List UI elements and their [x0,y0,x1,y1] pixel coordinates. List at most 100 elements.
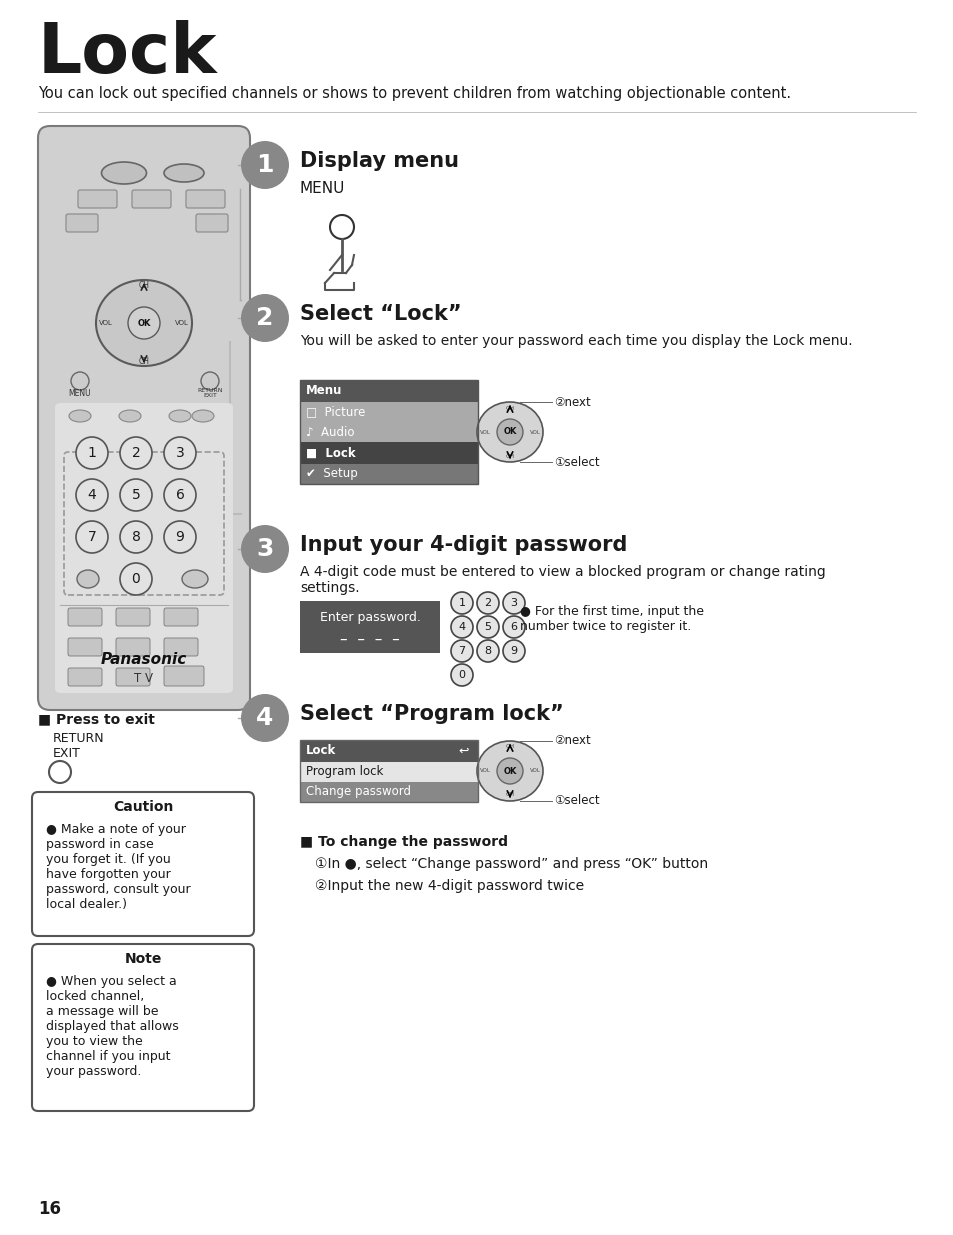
Text: Select “Lock”: Select “Lock” [299,304,461,324]
Text: 5: 5 [132,488,140,501]
Circle shape [120,563,152,595]
Text: ①In ●, select “Change password” and press “OK” button: ①In ●, select “Change password” and pres… [314,857,707,871]
Text: OK: OK [503,427,517,436]
Ellipse shape [476,403,542,462]
Circle shape [128,308,160,338]
Text: Lock: Lock [38,20,217,86]
Text: Lock: Lock [306,745,335,757]
Text: 7: 7 [88,530,96,543]
Circle shape [164,479,195,511]
Text: 4: 4 [256,706,274,730]
Ellipse shape [119,410,141,422]
Circle shape [451,640,473,662]
Text: 6: 6 [175,488,184,501]
Text: ● For the first time, input the
number twice to register it.: ● For the first time, input the number t… [519,605,703,634]
Circle shape [120,437,152,469]
Circle shape [241,294,289,342]
Ellipse shape [182,571,208,588]
Text: Display menu: Display menu [299,151,458,170]
Circle shape [476,640,498,662]
FancyBboxPatch shape [186,190,225,207]
Circle shape [120,521,152,553]
FancyBboxPatch shape [116,638,150,656]
Circle shape [476,592,498,614]
Text: CH: CH [505,453,514,458]
Text: Panasonic: Panasonic [101,652,187,667]
Text: ■ To change the password: ■ To change the password [299,835,507,848]
Text: 5: 5 [484,622,491,632]
Circle shape [502,616,524,638]
Circle shape [241,525,289,573]
FancyBboxPatch shape [164,638,198,656]
Text: Enter password.: Enter password. [319,610,420,624]
Text: You will be asked to enter your password each time you display the Lock menu.: You will be asked to enter your password… [299,333,852,348]
FancyBboxPatch shape [299,442,477,464]
Text: 0: 0 [458,671,465,680]
FancyBboxPatch shape [55,403,233,693]
FancyBboxPatch shape [38,126,250,710]
FancyBboxPatch shape [68,608,102,626]
FancyBboxPatch shape [132,190,171,207]
Ellipse shape [476,741,542,802]
Text: 16: 16 [38,1200,61,1218]
Circle shape [502,640,524,662]
Text: 4: 4 [88,488,96,501]
FancyBboxPatch shape [299,464,477,484]
Circle shape [330,215,354,240]
Text: 3: 3 [510,598,517,608]
FancyBboxPatch shape [164,666,204,685]
Text: 1: 1 [88,446,96,459]
Text: VOL: VOL [99,320,112,326]
Circle shape [451,664,473,685]
Text: CH: CH [138,357,150,366]
Circle shape [241,141,289,189]
Circle shape [76,437,108,469]
FancyBboxPatch shape [66,214,98,232]
Circle shape [502,592,524,614]
FancyBboxPatch shape [78,190,117,207]
Text: ■ Press to exit: ■ Press to exit [38,713,154,726]
Text: 9: 9 [510,646,517,656]
Text: Input your 4-digit password: Input your 4-digit password [299,535,627,555]
Text: CH: CH [505,745,514,750]
FancyBboxPatch shape [68,638,102,656]
Text: VOL: VOL [529,430,539,435]
Circle shape [120,479,152,511]
Text: 2: 2 [256,306,274,330]
Text: OK: OK [503,767,517,776]
Text: 1: 1 [256,153,274,177]
FancyBboxPatch shape [32,944,253,1112]
Text: 2: 2 [132,446,140,459]
Circle shape [476,616,498,638]
FancyBboxPatch shape [299,422,477,442]
Circle shape [497,419,522,445]
Text: VOL: VOL [529,768,539,773]
Text: ②Input the new 4-digit password twice: ②Input the new 4-digit password twice [314,879,583,893]
Circle shape [76,479,108,511]
Text: You can lock out specified channels or shows to prevent children from watching o: You can lock out specified channels or s… [38,86,790,101]
Ellipse shape [69,410,91,422]
Ellipse shape [192,410,213,422]
Text: ①select: ①select [554,794,599,808]
FancyBboxPatch shape [299,762,477,782]
Text: 6: 6 [510,622,517,632]
Text: T V: T V [134,672,153,684]
Text: Menu: Menu [306,384,342,398]
Text: 2: 2 [484,598,491,608]
Ellipse shape [77,571,99,588]
Text: ②next: ②next [554,395,590,409]
FancyBboxPatch shape [32,792,253,936]
Text: VOL: VOL [479,430,490,435]
Text: ↩: ↩ [458,745,469,757]
Circle shape [241,694,289,742]
Ellipse shape [169,410,191,422]
Circle shape [164,521,195,553]
Text: ①select: ①select [554,456,599,468]
Text: ♪  Audio: ♪ Audio [306,426,355,438]
FancyBboxPatch shape [299,782,477,802]
Text: 1: 1 [458,598,465,608]
Text: MENU: MENU [299,182,345,196]
Text: –  –  –  –: – – – – [340,631,399,646]
FancyBboxPatch shape [299,403,477,422]
Ellipse shape [96,280,192,366]
